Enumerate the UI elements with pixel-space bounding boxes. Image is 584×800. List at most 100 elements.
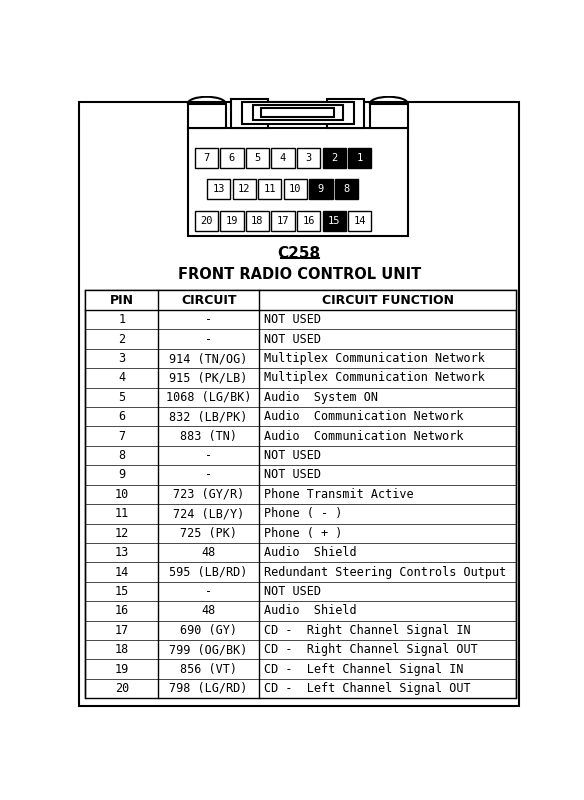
Bar bbox=[187, 128, 408, 236]
Text: 20: 20 bbox=[114, 682, 129, 695]
Bar bbox=[272, 210, 295, 230]
Text: 13: 13 bbox=[213, 184, 225, 194]
Text: 799 (OG/BK): 799 (OG/BK) bbox=[169, 643, 248, 656]
Text: 16: 16 bbox=[114, 604, 129, 618]
Text: 19: 19 bbox=[114, 662, 129, 675]
Text: 17: 17 bbox=[277, 216, 289, 226]
Text: Audio  Shield: Audio Shield bbox=[265, 604, 357, 618]
Bar bbox=[220, 210, 244, 230]
Text: 9: 9 bbox=[119, 469, 126, 482]
Text: 15: 15 bbox=[114, 585, 129, 598]
Text: 13: 13 bbox=[114, 546, 129, 559]
Text: 6: 6 bbox=[229, 153, 235, 162]
Bar bbox=[207, 179, 230, 199]
Text: Phone ( + ): Phone ( + ) bbox=[265, 526, 343, 540]
Bar bbox=[272, 147, 295, 168]
Text: 12: 12 bbox=[238, 184, 251, 194]
Text: 7: 7 bbox=[203, 153, 210, 162]
Bar bbox=[246, 210, 269, 230]
Bar bbox=[194, 147, 218, 168]
Text: CIRCUIT FUNCTION: CIRCUIT FUNCTION bbox=[322, 294, 454, 306]
Bar bbox=[297, 147, 320, 168]
Bar bbox=[85, 290, 516, 310]
Text: CD -  Right Channel Signal OUT: CD - Right Channel Signal OUT bbox=[265, 643, 478, 656]
Text: 725 (PK): 725 (PK) bbox=[180, 526, 237, 540]
Text: FRONT RADIO CONTROL UNIT: FRONT RADIO CONTROL UNIT bbox=[178, 267, 421, 282]
Text: -: - bbox=[205, 449, 212, 462]
Bar bbox=[220, 147, 244, 168]
Text: Phone ( - ): Phone ( - ) bbox=[265, 507, 343, 520]
Text: 14: 14 bbox=[353, 216, 366, 226]
Text: 4: 4 bbox=[280, 153, 286, 162]
Text: Multiplex Communication Network: Multiplex Communication Network bbox=[265, 371, 485, 385]
Bar bbox=[327, 99, 364, 128]
Text: 798 (LG/RD): 798 (LG/RD) bbox=[169, 682, 248, 695]
Text: 48: 48 bbox=[201, 546, 215, 559]
Text: 690 (GY): 690 (GY) bbox=[180, 624, 237, 637]
Bar bbox=[370, 104, 408, 128]
Text: 595 (LB/RD): 595 (LB/RD) bbox=[169, 566, 248, 578]
Bar bbox=[297, 210, 320, 230]
Text: Multiplex Communication Network: Multiplex Communication Network bbox=[265, 352, 485, 365]
Text: C258: C258 bbox=[278, 246, 321, 262]
Text: 832 (LB/PK): 832 (LB/PK) bbox=[169, 410, 248, 423]
Text: 11: 11 bbox=[114, 507, 129, 520]
Bar bbox=[322, 147, 346, 168]
Text: Audio  Communication Network: Audio Communication Network bbox=[265, 430, 464, 442]
Bar bbox=[348, 210, 371, 230]
Text: 10: 10 bbox=[289, 184, 302, 194]
Text: 8: 8 bbox=[343, 184, 350, 194]
Text: 883 (TN): 883 (TN) bbox=[180, 430, 237, 442]
Text: 724 (LB/Y): 724 (LB/Y) bbox=[173, 507, 244, 520]
Text: 915 (PK/LB): 915 (PK/LB) bbox=[169, 371, 248, 385]
Text: 15: 15 bbox=[328, 216, 340, 226]
Text: 2: 2 bbox=[331, 153, 338, 162]
Bar bbox=[322, 210, 346, 230]
Text: 12: 12 bbox=[114, 526, 129, 540]
Text: 3: 3 bbox=[305, 153, 312, 162]
Text: 48: 48 bbox=[201, 604, 215, 618]
Bar bbox=[258, 179, 281, 199]
Bar bbox=[187, 104, 225, 128]
Text: NOT USED: NOT USED bbox=[265, 333, 321, 346]
Text: 18: 18 bbox=[251, 216, 264, 226]
Text: PIN: PIN bbox=[110, 294, 134, 306]
Bar bbox=[85, 290, 516, 698]
Bar bbox=[232, 179, 256, 199]
Text: NOT USED: NOT USED bbox=[265, 449, 321, 462]
Text: -: - bbox=[205, 585, 212, 598]
Text: 19: 19 bbox=[225, 216, 238, 226]
Text: 5: 5 bbox=[254, 153, 260, 162]
Text: Redundant Steering Controls Output: Redundant Steering Controls Output bbox=[265, 566, 507, 578]
Bar bbox=[246, 147, 269, 168]
Text: 1068 (LG/BK): 1068 (LG/BK) bbox=[166, 391, 251, 404]
Text: 6: 6 bbox=[119, 410, 126, 423]
Text: NOT USED: NOT USED bbox=[265, 585, 321, 598]
Text: 9: 9 bbox=[318, 184, 324, 194]
Text: 5: 5 bbox=[119, 391, 126, 404]
Text: 8: 8 bbox=[119, 449, 126, 462]
Text: 18: 18 bbox=[114, 643, 129, 656]
Bar bbox=[335, 179, 358, 199]
Bar bbox=[253, 106, 343, 120]
Bar bbox=[242, 102, 353, 125]
Text: 2: 2 bbox=[119, 333, 126, 346]
Text: 914 (TN/OG): 914 (TN/OG) bbox=[169, 352, 248, 365]
Text: 856 (VT): 856 (VT) bbox=[180, 662, 237, 675]
Text: CD -  Left Channel Signal IN: CD - Left Channel Signal IN bbox=[265, 662, 464, 675]
Text: NOT USED: NOT USED bbox=[265, 314, 321, 326]
Text: Audio  System ON: Audio System ON bbox=[265, 391, 378, 404]
Text: 1: 1 bbox=[119, 314, 126, 326]
Bar bbox=[231, 99, 268, 128]
Text: 14: 14 bbox=[114, 566, 129, 578]
Text: -: - bbox=[205, 469, 212, 482]
Bar bbox=[310, 179, 333, 199]
Text: Audio  Communication Network: Audio Communication Network bbox=[265, 410, 464, 423]
Text: -: - bbox=[205, 333, 212, 346]
Text: 10: 10 bbox=[114, 488, 129, 501]
Text: 4: 4 bbox=[119, 371, 126, 385]
Text: 11: 11 bbox=[263, 184, 276, 194]
Text: Phone Transmit Active: Phone Transmit Active bbox=[265, 488, 414, 501]
Bar bbox=[261, 107, 334, 117]
Text: CIRCUIT: CIRCUIT bbox=[181, 294, 237, 306]
